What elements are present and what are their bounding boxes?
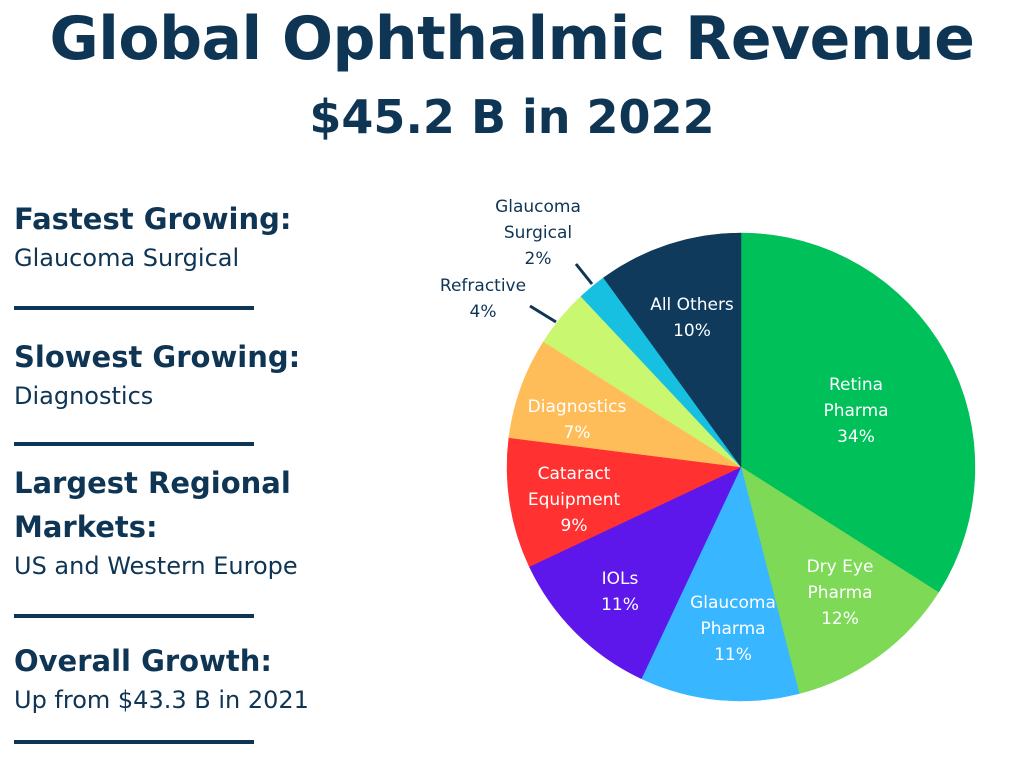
- pie-label-name: Pharma: [700, 619, 765, 639]
- pie-slice-iols: [528, 466, 742, 680]
- pie-label-percent: 10%: [673, 321, 711, 341]
- pie-slice-diagnostics: [508, 341, 742, 468]
- pie-label-percent: 7%: [564, 423, 591, 443]
- pie-label: Diagnostics 7%: [528, 397, 627, 443]
- pie-label-percent: 12%: [821, 609, 859, 629]
- fact-heading: Largest Regional: [14, 466, 291, 500]
- fact-heading-line2: Markets:: [14, 510, 158, 544]
- pie-slices: [506, 232, 976, 702]
- pie-labels: Retina Pharma 34% Dry Eye Pharma 12% Glaucoma P…: [440, 197, 889, 665]
- pie-label: Glaucoma Pharma 11%: [690, 593, 776, 665]
- pie-label: IOLs 11%: [601, 569, 639, 615]
- fact-slowest-growing: Slowest Growing: Diagnostics: [14, 338, 364, 412]
- fact-heading: Slowest Growing:: [14, 340, 301, 374]
- fact-value: Up from $43.3 B in 2021: [14, 686, 309, 714]
- fact-value: Diagnostics: [14, 382, 154, 410]
- pie-label-name: Surgical: [504, 223, 572, 243]
- divider: [14, 740, 254, 744]
- pie-label-percent: 11%: [714, 645, 752, 665]
- pie-slice-dry-eye-pharma: [740, 466, 939, 694]
- pie-label-name: IOLs: [602, 569, 639, 589]
- pie-label-name: Glaucoma: [690, 593, 776, 613]
- pie-label-name: Refractive: [440, 276, 526, 296]
- pie-label: Glaucoma Surgical 2%: [495, 197, 581, 269]
- pie-label: All Others 10%: [650, 295, 734, 341]
- pie-label-name: Diagnostics: [528, 397, 627, 417]
- pie-label-percent: 9%: [561, 516, 588, 536]
- page-title: Global Ophthalmic Revenue: [49, 4, 975, 74]
- divider: [14, 306, 254, 310]
- fact-overall-growth: Overall Growth: Up from $43.3 B in 2021: [14, 642, 364, 716]
- leader-line: [529, 304, 557, 324]
- pie-label-percent: 2%: [525, 249, 552, 269]
- pie-slice-glaucoma-pharma: [641, 466, 800, 702]
- pie-label-percent: 4%: [470, 302, 497, 322]
- pie-label-percent: 34%: [837, 427, 875, 447]
- pie-label: Refractive 4%: [440, 276, 526, 322]
- page-subtitle: $45.2 B in 2022: [309, 90, 715, 144]
- pie-label: Retina Pharma 34%: [823, 375, 888, 447]
- pie-label-name: Pharma: [807, 583, 872, 603]
- leader-line: [574, 263, 594, 285]
- pie-label-percent: 11%: [601, 595, 639, 615]
- pie-label: Cataract Equipment 9%: [528, 464, 621, 536]
- fact-heading: Overall Growth:: [14, 644, 272, 678]
- divider: [14, 442, 254, 446]
- pie-slice-all-others: [603, 232, 742, 468]
- fact-value: Glaucoma Surgical: [14, 244, 240, 272]
- pie-slice-retina-pharma: [740, 232, 976, 593]
- pie-label-name: Glaucoma: [495, 197, 581, 217]
- pie-label: Dry Eye Pharma 12%: [807, 557, 874, 629]
- fact-fastest-growing: Fastest Growing: Glaucoma Surgical: [14, 200, 364, 274]
- divider: [14, 614, 254, 618]
- pie-leader-lines: [529, 263, 594, 324]
- fact-largest-regional-markets: Largest Regional Markets: US and Western…: [14, 464, 364, 582]
- pie-label-name: Dry Eye: [807, 557, 874, 577]
- fact-value: US and Western Europe: [14, 552, 298, 580]
- pie-label-name: Retina: [829, 375, 883, 395]
- pie-label-name: All Others: [650, 295, 734, 315]
- pie-label-name: Pharma: [823, 401, 888, 421]
- pie-label-name: Equipment: [528, 490, 621, 510]
- pie-label-name: Cataract: [538, 464, 611, 484]
- pie-slice-cataract-equipment: [506, 437, 742, 567]
- fact-heading: Fastest Growing:: [14, 202, 292, 236]
